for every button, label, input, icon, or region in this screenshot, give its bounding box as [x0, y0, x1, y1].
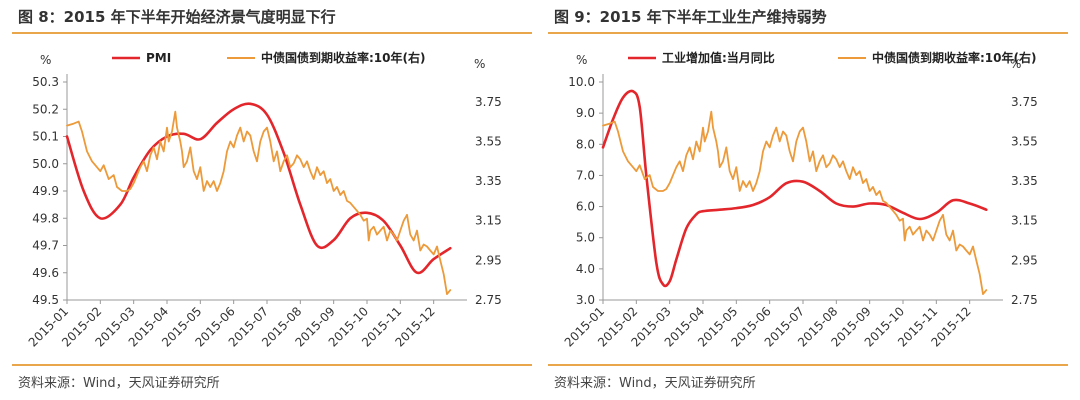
left-tick-label: 50.2 — [32, 102, 59, 116]
right-tick-label: 3.35 — [475, 174, 502, 188]
left-tick-label: 3.0 — [576, 293, 595, 307]
right-tick-label: 3.15 — [1011, 214, 1038, 228]
left-tick-label: 10.0 — [568, 75, 595, 89]
left-tick-label: 50.1 — [32, 130, 59, 144]
left-tick-label: 6.0 — [576, 200, 595, 214]
legend-label-left: PMI — [146, 51, 171, 65]
pmi-chart: % % 49.5 49.6 49.7 49.8 49.9 50.0 50.1 50.2 50.3 2.… — [26, 50, 502, 350]
series-line-right — [66, 110, 452, 295]
right-tick-label: 2.75 — [475, 293, 502, 307]
right-tick-label: 3.75 — [475, 95, 502, 109]
left-tick-label: 5.0 — [576, 231, 595, 245]
left-tick-label: 7.0 — [576, 168, 595, 182]
right-tick-label: 3.75 — [1011, 95, 1038, 109]
left-tick-label: 50.3 — [32, 75, 59, 89]
right-unit-label: % — [474, 57, 485, 71]
top-rule — [12, 32, 532, 34]
right-tick-label: 2.95 — [1011, 253, 1038, 267]
right-unit-label: % — [1010, 57, 1021, 71]
left-tick-label: 49.7 — [32, 239, 59, 253]
series-line-left — [65, 102, 452, 275]
left-unit-label: % — [40, 53, 51, 67]
legend-label-right: 中债国债到期收益率:10年(右) — [261, 50, 425, 65]
chart-title: 图 9：2015 年下半年工业生产维持弱势 — [554, 8, 827, 26]
left-tick-label: 49.5 — [32, 293, 59, 307]
industrial-chart: % % 3.0 4.0 5.0 6.0 7.0 8.0 9.0 10.0 2.75 2.95 3.15 3… — [562, 50, 1038, 350]
right-tick-label: 2.95 — [475, 253, 502, 267]
left-tick-label: 4.0 — [576, 262, 595, 276]
top-rule — [548, 32, 1068, 34]
bottom-rule — [548, 364, 1068, 366]
right-tick-label: 3.35 — [1011, 174, 1038, 188]
series-line-left — [601, 89, 988, 288]
left-tick-label: 49.9 — [32, 184, 59, 198]
legend-label-right: 中债国债到期收益率:10年(右) — [872, 50, 1036, 65]
right-tick-label: 3.15 — [475, 214, 502, 228]
left-tick-label: 49.8 — [32, 211, 59, 225]
chart-title: 图 8：2015 年下半年开始经济景气度明显下行 — [18, 8, 336, 26]
chart-panel-pmi: 图 8：2015 年下半年开始经济景气度明显下行 %% 49.5 49.6 49.7 4… — [12, 0, 532, 400]
source-note: 资料来源：Wind，天风证券研究所 — [554, 376, 756, 391]
right-tick-label: 3.55 — [1011, 134, 1038, 148]
bottom-rule — [12, 364, 532, 366]
right-tick-label: 3.55 — [475, 134, 502, 148]
left-tick-label: 9.0 — [576, 106, 595, 120]
left-tick-label: 8.0 — [576, 137, 595, 151]
chart-panel-industrial: 图 9：2015 年下半年工业生产维持弱势 %% 3.0 4.0 5.0 6.0 7.0 8… — [548, 0, 1068, 400]
right-tick-label: 2.75 — [1011, 293, 1038, 307]
left-unit-label: % — [576, 53, 587, 67]
left-tick-label: 49.6 — [32, 266, 59, 280]
left-tick-label: 50.0 — [32, 157, 59, 171]
legend-label-left: 工业增加值:当月同比 — [662, 50, 775, 65]
source-note: 资料来源：Wind，天风证券研究所 — [18, 376, 220, 391]
series-line-right — [602, 110, 988, 295]
